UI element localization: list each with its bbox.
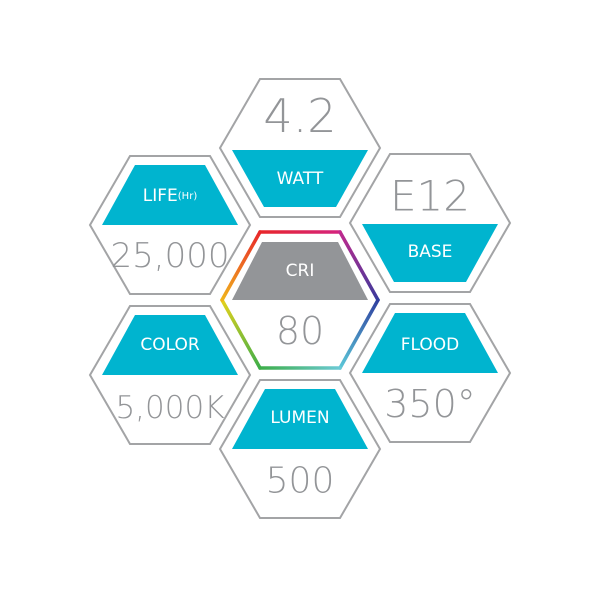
lumen-label-banner [232, 389, 368, 449]
life-hexagon: LIFE(Hr) 25,000 [88, 155, 252, 295]
base-hexagon: E12 BASE [348, 153, 512, 293]
watt-value: 4.2 [263, 89, 336, 143]
life-label: LIFE(Hr) [143, 186, 198, 206]
life-label-banner [102, 165, 238, 225]
watt-hexagon: 4.2 WATT [218, 78, 382, 218]
life-label-text: LIFE [143, 186, 178, 206]
life-unit: (Hr) [178, 191, 198, 202]
color-value: 5,000K [115, 390, 224, 426]
flood-label: FLOOD [401, 335, 460, 355]
life-value: 25,000 [111, 236, 230, 276]
cri-value: 80 [276, 309, 324, 353]
cri-rainbow-outline [220, 230, 380, 370]
lumen-value: 500 [266, 461, 335, 502]
base-label-banner [362, 224, 498, 282]
lumen-label: LUMEN [270, 408, 329, 428]
lumen-hexagon: LUMEN 500 [218, 379, 382, 519]
flood-label-banner [362, 313, 498, 373]
flood-hexagon: FLOOD 350° [348, 303, 512, 443]
cri-label-banner [232, 242, 368, 300]
watt-label-banner [232, 150, 368, 207]
base-value: E12 [390, 172, 470, 221]
watt-label: WATT [277, 169, 324, 189]
base-label: BASE [408, 242, 453, 262]
cri-hexagon: CRI 80 [220, 230, 380, 370]
cri-label: CRI [286, 261, 315, 281]
color-label: COLOR [140, 335, 199, 355]
color-label-banner [102, 315, 238, 375]
color-hexagon: COLOR 5,000K [88, 305, 252, 445]
flood-value: 350° [384, 382, 476, 426]
